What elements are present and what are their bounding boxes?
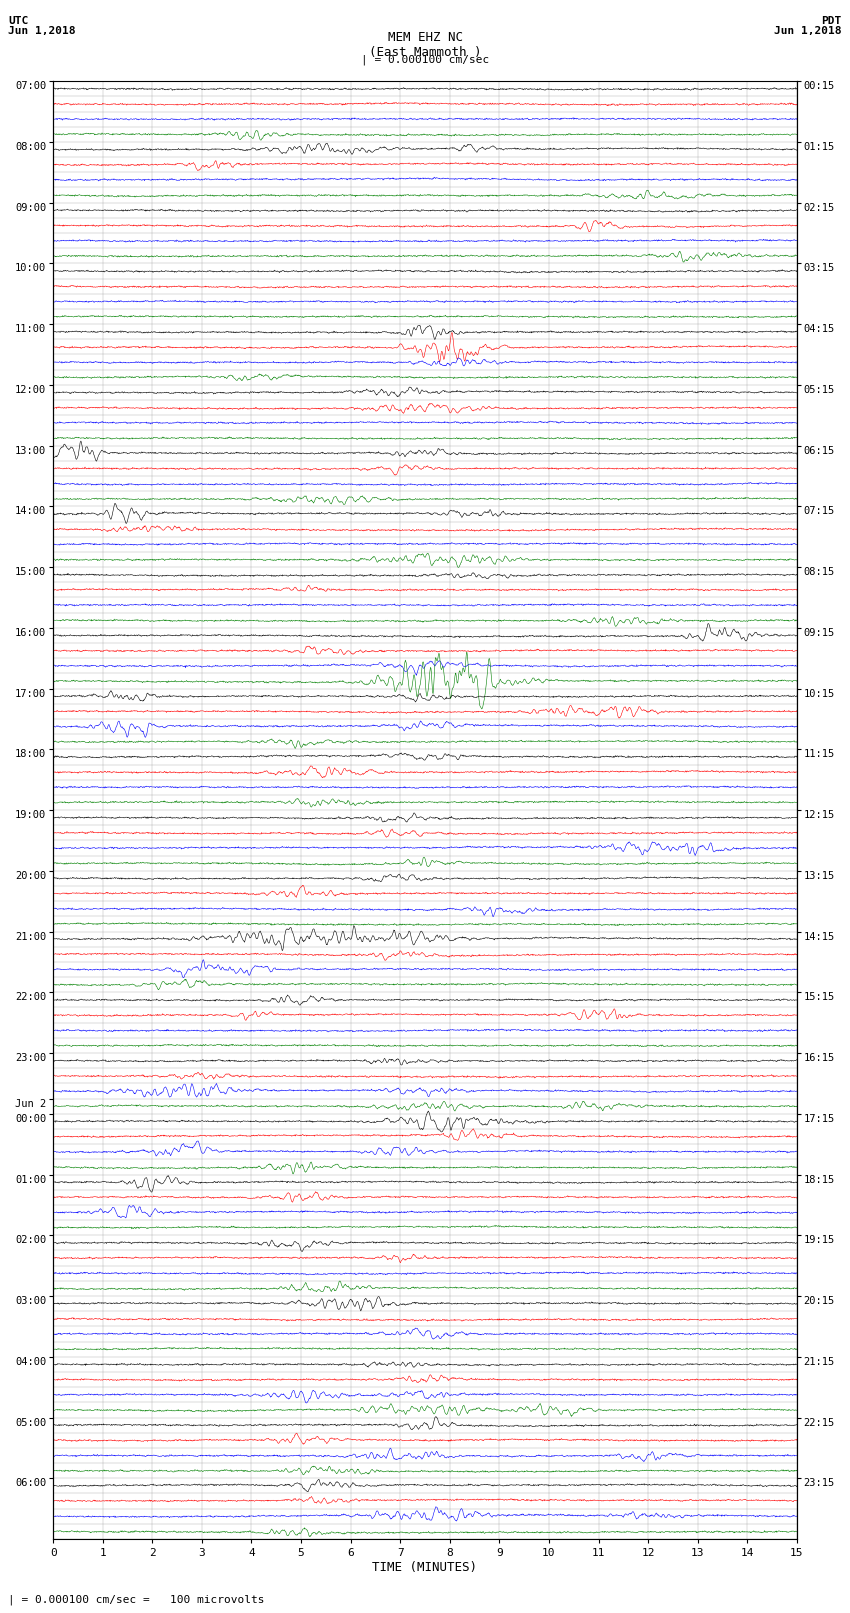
Text: PDT: PDT bbox=[821, 16, 842, 26]
Text: | = 0.000100 cm/sec: | = 0.000100 cm/sec bbox=[361, 55, 489, 66]
Title: MEM EHZ NC
(East Mammoth ): MEM EHZ NC (East Mammoth ) bbox=[369, 31, 481, 60]
X-axis label: TIME (MINUTES): TIME (MINUTES) bbox=[372, 1561, 478, 1574]
Text: | = 0.000100 cm/sec =   100 microvolts: | = 0.000100 cm/sec = 100 microvolts bbox=[8, 1594, 265, 1605]
Text: Jun 1,2018: Jun 1,2018 bbox=[774, 26, 842, 35]
Text: UTC: UTC bbox=[8, 16, 29, 26]
Text: Jun 1,2018: Jun 1,2018 bbox=[8, 26, 76, 35]
